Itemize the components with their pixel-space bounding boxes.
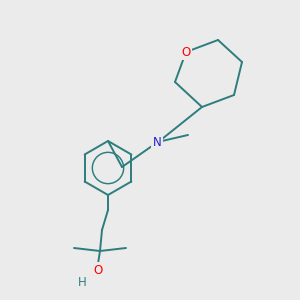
Text: O: O: [182, 46, 190, 59]
Text: O: O: [93, 263, 103, 277]
Text: H: H: [78, 275, 86, 289]
Text: N: N: [153, 136, 161, 149]
